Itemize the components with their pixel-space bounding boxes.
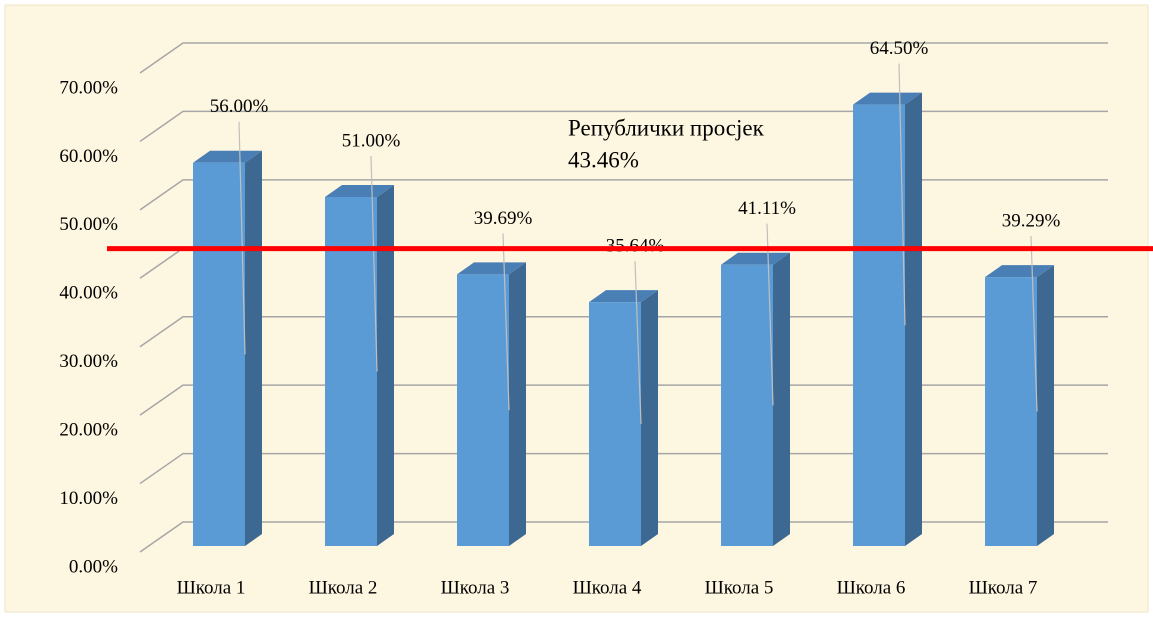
grid-line xyxy=(139,179,1108,211)
leader-line xyxy=(634,261,642,425)
grid-line xyxy=(139,42,1108,74)
bar xyxy=(589,290,658,546)
x-tick-label: Школа 2 xyxy=(309,577,378,598)
bar xyxy=(457,262,526,546)
leader-line xyxy=(238,121,246,355)
x-tick-label: Школа 5 xyxy=(705,577,774,598)
x-tick-label: Школа 3 xyxy=(441,577,510,598)
leader-line xyxy=(370,155,378,372)
y-tick-label: 30.00% xyxy=(59,351,118,372)
bar xyxy=(325,185,394,546)
bar xyxy=(853,92,922,546)
grid-line xyxy=(139,384,1108,416)
background xyxy=(4,4,1149,613)
x-tick-label: Школа 6 xyxy=(837,577,906,598)
bar xyxy=(193,150,262,547)
leader-line xyxy=(1030,236,1038,412)
data-label: 41.11% xyxy=(738,198,796,219)
data-label: 35.64% xyxy=(606,235,665,256)
x-tick-label: Школа 7 xyxy=(969,577,1038,598)
y-tick-label: 60.00% xyxy=(59,146,118,167)
y-tick-label: 50.00% xyxy=(59,214,118,235)
y-tick-label: 20.00% xyxy=(59,420,118,441)
data-label: 39.29% xyxy=(1002,211,1061,232)
leader-line xyxy=(502,233,510,411)
grid-line xyxy=(139,521,1108,553)
grid-line xyxy=(139,110,1108,143)
y-tick-label: 70.00% xyxy=(59,77,118,98)
data-label: 51.00% xyxy=(342,130,401,151)
reference-name: Републички просјек xyxy=(568,115,765,140)
bar xyxy=(985,265,1054,546)
grid-line xyxy=(139,452,1108,485)
data-label: 39.69% xyxy=(474,208,533,229)
data-label: 56.00% xyxy=(210,96,269,117)
y-tick-label: 40.00% xyxy=(59,283,118,304)
x-tick-label: Школа 1 xyxy=(177,577,246,598)
y-tick-label: 10.00% xyxy=(59,488,118,509)
grid-line xyxy=(139,315,1108,348)
x-tick-label: Школа 4 xyxy=(573,577,642,598)
leader-line xyxy=(898,63,906,326)
leader-line xyxy=(766,223,774,406)
data-label: 64.50% xyxy=(870,38,929,59)
y-tick-label: 0.00% xyxy=(69,556,118,577)
reference-label: 43.46% xyxy=(568,147,639,172)
bar xyxy=(721,252,790,547)
